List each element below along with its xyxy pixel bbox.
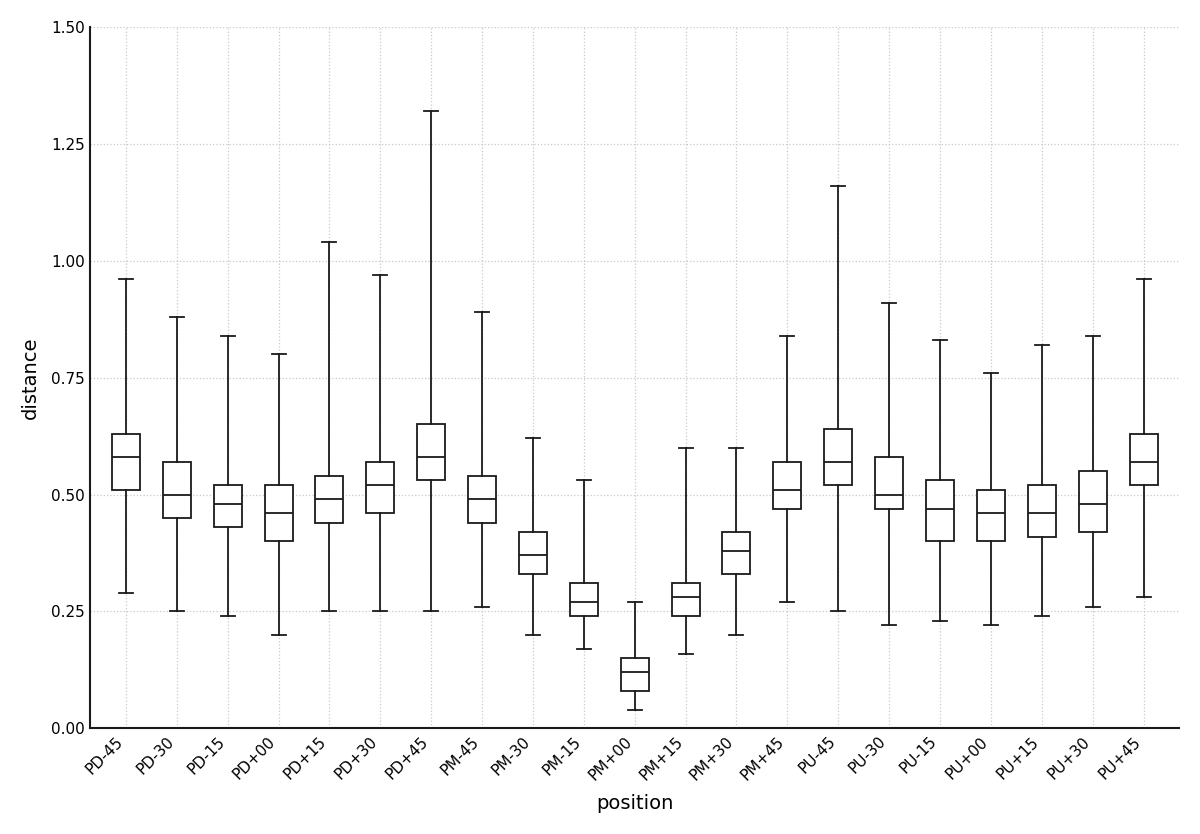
- PathPatch shape: [518, 532, 547, 574]
- PathPatch shape: [672, 583, 700, 616]
- PathPatch shape: [570, 583, 598, 616]
- PathPatch shape: [112, 434, 140, 490]
- X-axis label: position: position: [596, 794, 673, 813]
- PathPatch shape: [163, 462, 191, 518]
- PathPatch shape: [824, 429, 852, 485]
- PathPatch shape: [620, 658, 649, 691]
- PathPatch shape: [316, 476, 343, 523]
- PathPatch shape: [977, 490, 1004, 541]
- PathPatch shape: [1079, 471, 1106, 532]
- PathPatch shape: [214, 485, 241, 527]
- PathPatch shape: [1129, 434, 1158, 485]
- PathPatch shape: [773, 462, 802, 509]
- PathPatch shape: [1027, 485, 1056, 536]
- PathPatch shape: [875, 457, 904, 509]
- Y-axis label: distance: distance: [20, 336, 40, 419]
- PathPatch shape: [418, 425, 445, 480]
- PathPatch shape: [722, 532, 750, 574]
- PathPatch shape: [366, 462, 395, 513]
- PathPatch shape: [926, 480, 954, 541]
- PathPatch shape: [264, 485, 293, 541]
- PathPatch shape: [468, 476, 496, 523]
